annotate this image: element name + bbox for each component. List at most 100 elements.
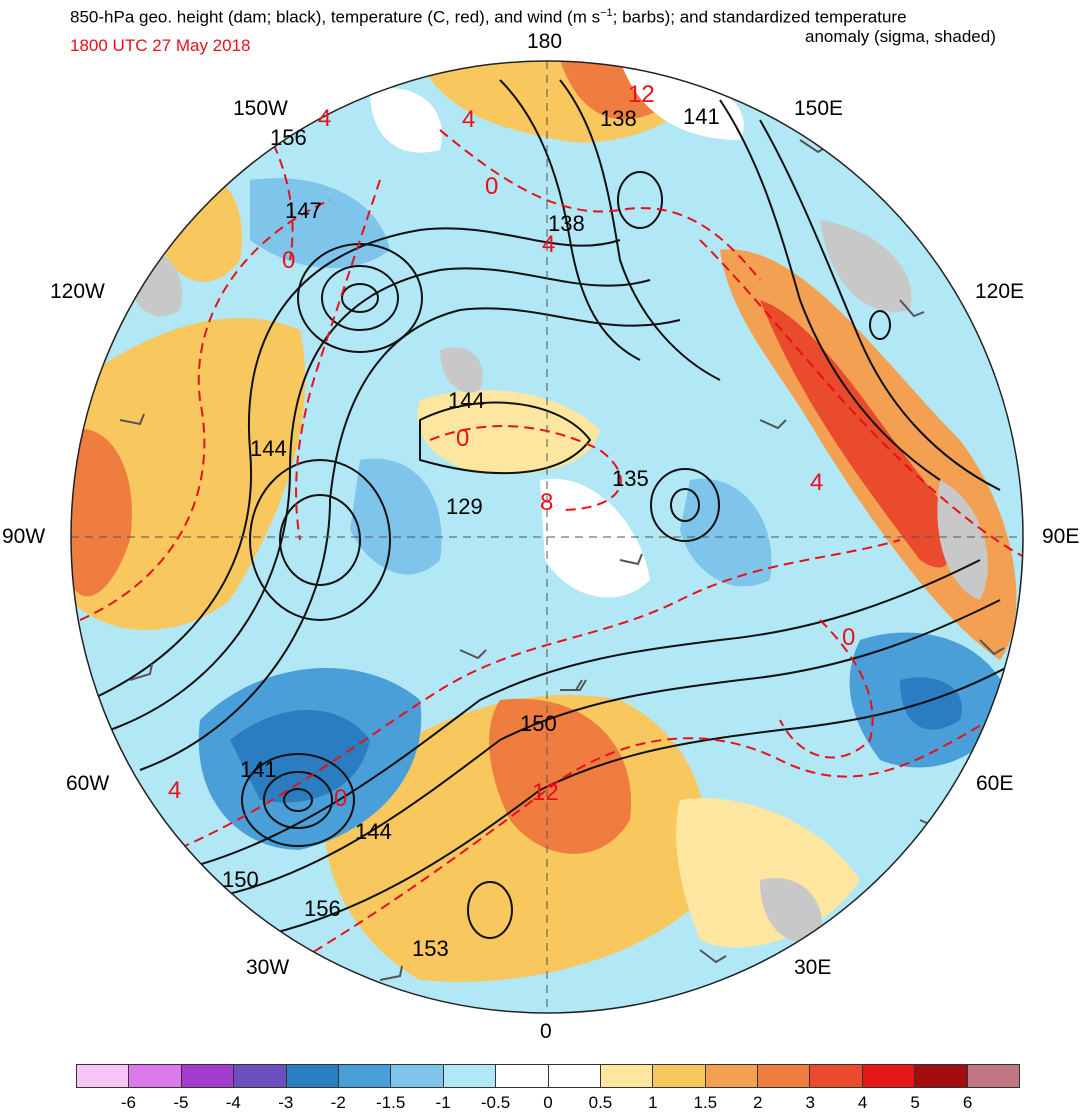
warm-anomaly-area	[417, 390, 600, 474]
height-contour	[199, 599, 1001, 901]
colorbar-tick-label: 1.5	[693, 1093, 718, 1112]
height-contour	[869, 310, 891, 340]
temperature-label-layer: 12 4 4 0 4 0 0 8 4 4 0 12 0	[168, 81, 855, 812]
temperature-label: 8	[540, 489, 553, 516]
title-text: 850-hPa geo. height (dam; black), temper…	[70, 7, 601, 27]
wind-barb	[420, 61, 447, 71]
lon-label-120e: 120E	[975, 280, 1025, 303]
graticule	[71, 61, 1023, 1013]
lon-label-30e: 30E	[794, 956, 832, 979]
map-title-line2: anomaly (sigma, shaded)	[805, 27, 996, 46]
height-contour	[650, 468, 720, 542]
height-low-center	[341, 283, 379, 313]
temperature-contour	[439, 129, 761, 281]
lon-label-60w: 60W	[66, 772, 110, 795]
height-contour	[467, 881, 513, 939]
neutral-area	[620, 61, 744, 140]
wind-barb	[199, 119, 225, 141]
wind-barb	[560, 679, 587, 691]
wind-barb	[119, 413, 145, 426]
temperature-label: 12	[628, 81, 655, 108]
colorbar-swatch	[286, 1065, 339, 1087]
map-boundary	[70, 60, 1024, 1014]
colorbar-tick-label: 0.5	[588, 1093, 613, 1112]
neutral-areas	[370, 61, 744, 598]
colorbar-swatch	[758, 1065, 811, 1087]
masked-area	[760, 878, 822, 943]
lon-label-0: 0	[540, 1020, 552, 1043]
colorbar-tick-label: -4	[225, 1093, 241, 1112]
colorbar-swatch	[77, 1065, 130, 1087]
colorbar-swatch	[129, 1065, 182, 1087]
lon-label-150e: 150E	[794, 97, 844, 120]
colorbar-swatch	[548, 1065, 601, 1087]
lon-label-90w: 90W	[2, 525, 46, 548]
wind-barb	[899, 299, 925, 318]
temperature-label: 0	[334, 785, 347, 812]
wind-barb	[459, 649, 487, 660]
masked-area	[937, 480, 988, 600]
height-label: 135	[612, 466, 649, 491]
colorbar-swatch	[234, 1065, 287, 1087]
height-label: 138	[600, 106, 637, 131]
lon-label-60e: 60E	[976, 772, 1014, 795]
title-text-end: ; barbs); and standardized temperature	[612, 7, 907, 27]
height-label: 150	[222, 867, 259, 892]
height-label: 147	[285, 198, 322, 223]
height-label: 141	[683, 104, 720, 129]
title-superscript: −1	[600, 7, 613, 19]
height-contour	[499, 79, 641, 361]
colorbar-tick-label: 6	[962, 1093, 973, 1112]
wind-barb	[379, 965, 403, 981]
colorbar-tick-label: -1.5	[376, 1093, 406, 1112]
height-contour	[617, 171, 663, 229]
colorbar-tick-label: 1	[648, 1093, 658, 1112]
colorbar-tick-label: 3	[805, 1093, 815, 1112]
neutral-area	[540, 478, 650, 598]
colorbar-swatch	[338, 1065, 392, 1087]
lon-label-180: 180	[527, 30, 563, 53]
colorbar-tick-label: 0	[543, 1093, 553, 1112]
wind-barb	[759, 419, 787, 430]
colorbar-tick-label: 2	[753, 1093, 763, 1112]
height-label: 144	[448, 388, 485, 413]
cold-anomaly-area	[680, 478, 772, 587]
colorbar-swatch	[967, 1065, 1020, 1087]
height-label: 144	[250, 436, 287, 461]
warm-anomaly-area	[71, 428, 132, 597]
colorbar-swatch	[653, 1065, 706, 1087]
cold-anomaly-area	[230, 710, 370, 803]
height-contour	[239, 659, 1021, 941]
temperature-contour	[699, 239, 1023, 561]
colorbar-swatch	[443, 1065, 497, 1087]
height-contour	[759, 119, 1001, 491]
colorbar-swatch	[705, 1065, 759, 1087]
colorbar-swatch	[810, 1065, 863, 1087]
temperature-label: 0	[485, 173, 498, 200]
height-low-center	[670, 488, 700, 522]
wind-barb	[699, 949, 727, 964]
temperature-label: 4	[168, 777, 181, 804]
polar-map: 138 141 156 147 138 144 144 135 129 141 …	[70, 60, 1024, 1014]
temperature-label: 0	[842, 624, 855, 651]
height-label: 156	[304, 896, 341, 921]
anomaly-shading	[71, 61, 1017, 982]
temperature-contour	[779, 619, 874, 759]
colorbar-swatch	[496, 1065, 549, 1087]
height-contour	[419, 401, 592, 475]
temperature-label: 4	[542, 231, 555, 258]
temperature-label: 4	[810, 469, 823, 496]
map-disc	[71, 61, 1023, 1013]
temperature-label: 0	[456, 425, 469, 452]
neutral-area	[370, 88, 442, 153]
wind-barb	[619, 553, 643, 566]
height-contour	[321, 265, 399, 331]
height-label: 153	[412, 936, 449, 961]
colorbar-tick-label: 4	[857, 1093, 868, 1112]
colorbar-tick-label: -6	[120, 1093, 136, 1112]
temperature-contour	[79, 199, 331, 621]
temperature-contours	[79, 89, 1023, 961]
colorbar-tick-label: -2	[330, 1093, 346, 1112]
valid-time: 1800 UTC 27 May 2018	[70, 36, 251, 55]
warm-anomaly-area	[489, 698, 632, 854]
